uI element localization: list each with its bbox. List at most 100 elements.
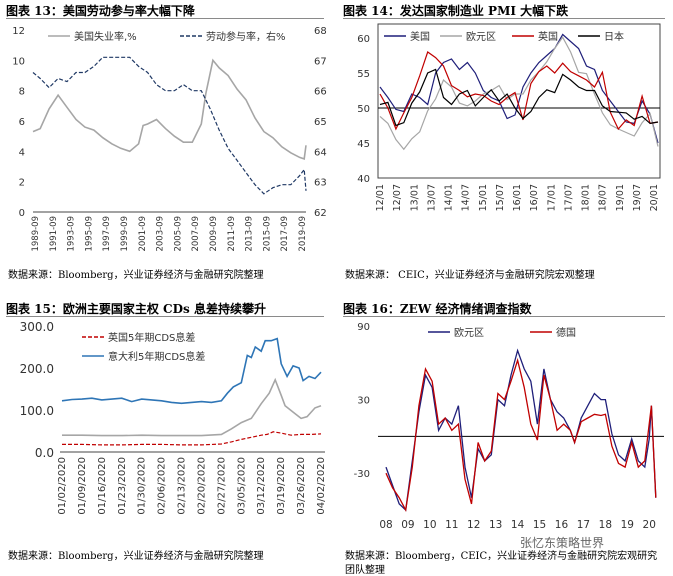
x-tick-14: 13/01 <box>409 184 420 211</box>
x-tick-13: 1993-09 <box>67 216 77 252</box>
x-tick-16: 12 <box>467 519 480 531</box>
series-italy-cds <box>61 337 322 405</box>
legend-14-0-label: 美国 <box>410 30 430 43</box>
x-tick-15: 02/13/2020 <box>177 457 188 515</box>
title-rule <box>343 18 665 19</box>
y-tick-15: 200.0 <box>20 362 54 376</box>
x-tick-15: 03/19/2020 <box>276 457 287 515</box>
y-tick-left-13: 4 <box>19 147 25 158</box>
x-tick-15: 01/30/2020 <box>137 457 148 515</box>
x-tick-14: 14/07 <box>461 184 472 211</box>
title-rule <box>343 316 665 317</box>
x-tick-15: 02/27/2020 <box>216 457 227 515</box>
y-tick-15: 0.0 <box>35 446 54 460</box>
legend-14-2-label: 英国 <box>538 30 558 43</box>
series-zew-eurozone <box>385 348 657 512</box>
x-tick-13: 1995-09 <box>84 216 94 252</box>
title-rule <box>6 316 324 317</box>
y-tick-left-13: 0 <box>19 208 25 219</box>
x-tick-16: 09 <box>401 519 414 531</box>
x-tick-13: 2005-09 <box>173 216 183 252</box>
y-tick-right-13: 64 <box>314 147 327 158</box>
y-tick-right-13: 67 <box>314 56 327 67</box>
x-tick-13: 2019-09 <box>298 216 308 252</box>
y-tick-16: 30 <box>357 396 370 407</box>
x-tick-14: 19/01 <box>615 184 626 211</box>
series-uk-cds <box>62 431 322 446</box>
x-tick-16: 16 <box>555 519 569 531</box>
series-pmi-1 <box>379 36 659 151</box>
series-pmi-2 <box>379 51 659 131</box>
y-tick-right-13: 68 <box>314 26 327 37</box>
x-tick-13: 1997-09 <box>102 216 112 252</box>
y-tick-right-13: 63 <box>314 178 327 189</box>
x-tick-14: 17/01 <box>546 184 557 211</box>
y-tick-15: 100.0 <box>20 404 54 418</box>
x-tick-16: 13 <box>489 519 502 531</box>
x-tick-16: 14 <box>511 519 525 531</box>
legend-16-germany-label: 德国 <box>556 326 576 339</box>
x-tick-13: 1991-09 <box>49 216 59 252</box>
x-tick-16: 08 <box>379 519 392 531</box>
x-tick-15: 03/12/2020 <box>256 457 267 515</box>
y-tick-left-13: 2 <box>19 178 25 189</box>
legend-15-uk-label: 英国5年期CDS息差 <box>108 331 195 344</box>
chart-title-15: 图表 15：欧洲主要国家主权 CDs 息差持续攀升 <box>6 302 266 316</box>
x-tick-16: 18 <box>599 519 612 531</box>
x-tick-13: 2001-09 <box>138 216 148 252</box>
watermark: 张忆东策略世界 <box>520 536 605 550</box>
y-tick-14: 50 <box>357 104 370 115</box>
y-tick-right-13: 65 <box>314 117 327 128</box>
series-cds-gap <box>62 377 322 437</box>
x-tick-14: 14/01 <box>444 184 455 211</box>
x-tick-15: 04/02/2020 <box>316 457 327 515</box>
x-tick-15: 02/06/2020 <box>157 457 168 515</box>
series-participation <box>32 56 307 195</box>
source-note-16-line1: 数据来源：Bloomberg，CEIC，兴业证券经济与金融研究院宏观研究 <box>345 551 658 562</box>
x-tick-16: 15 <box>533 519 546 531</box>
x-tick-14: 19/07 <box>632 184 643 211</box>
legend-13-b-label: 劳动参与率，右% <box>206 30 286 43</box>
x-tick-13: 2017-09 <box>280 216 290 252</box>
x-tick-15: 01/02/2020 <box>57 457 68 515</box>
y-tick-right-13: 66 <box>314 87 327 98</box>
y-tick-16: -30 <box>354 469 370 480</box>
y-tick-14: 40 <box>357 174 370 185</box>
y-tick-left-13: 6 <box>19 117 25 128</box>
y-tick-16: 90 <box>357 322 370 333</box>
x-tick-13: 1999-09 <box>120 216 130 252</box>
x-tick-13: 2013-09 <box>245 216 255 252</box>
plot-frame-14 <box>377 23 661 179</box>
x-tick-13: 1989-09 <box>31 216 41 252</box>
y-tick-15: 300.0 <box>20 320 54 334</box>
x-tick-14: 15/07 <box>495 184 506 211</box>
series-pmi-3 <box>379 68 659 127</box>
source-note-13: 数据来源：Bloomberg，兴业证券经济与金融研究院整理 <box>8 270 264 281</box>
y-tick-14: 45 <box>357 139 370 150</box>
x-tick-14: 15/01 <box>478 184 489 211</box>
x-tick-16: 10 <box>423 519 436 531</box>
legend-14-3-label: 日本 <box>604 30 624 43</box>
x-tick-14: 13/07 <box>426 184 437 211</box>
chart-title-14: 图表 14：发达国家制造业 PMI 大幅下跌 <box>343 4 569 18</box>
x-tick-13: 2015-09 <box>262 216 272 252</box>
chart-title-13: 图表 13：美国劳动参与率大幅下降 <box>6 4 195 18</box>
x-tick-16: 20 <box>643 519 656 531</box>
x-tick-13: 2007-09 <box>191 216 201 252</box>
x-tick-15: 02/20/2020 <box>196 457 207 515</box>
x-tick-16: 11 <box>445 519 458 531</box>
chart-title-16: 图表 16：ZEW 经济情绪调查指数 <box>343 302 532 316</box>
x-tick-15: 03/26/2020 <box>296 457 307 515</box>
x-tick-14: 18/01 <box>581 184 592 211</box>
x-tick-14: 12/01 <box>375 184 386 211</box>
x-tick-14: 17/07 <box>563 184 574 211</box>
source-note-16-line2: 团队整理 <box>345 565 385 576</box>
x-tick-15: 01/09/2020 <box>77 457 88 515</box>
y-tick-left-13: 10 <box>12 56 25 67</box>
x-tick-14: 20/01 <box>649 184 660 211</box>
legend-13-a-label: 美国失业率,% <box>74 30 137 43</box>
source-note-14: 数据来源： CEIC，兴业证券经济与金融研究院宏观整理 <box>345 270 595 281</box>
y-tick-left-13: 8 <box>19 87 25 98</box>
x-tick-13: 2009-09 <box>209 216 219 252</box>
